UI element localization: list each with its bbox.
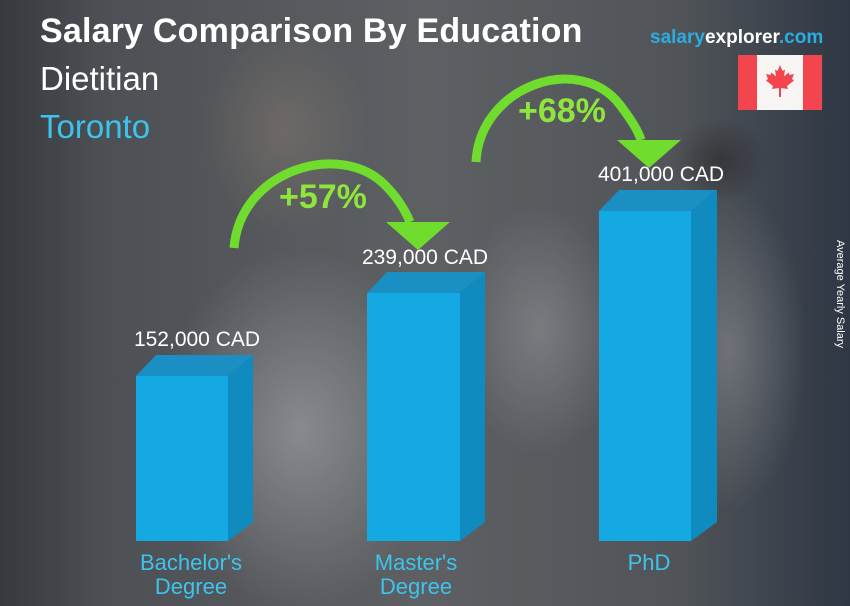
value-label-phd: 401,000 CAD xyxy=(597,163,725,186)
flag-left-band xyxy=(738,55,757,110)
chart-title: Salary Comparison By Education xyxy=(40,12,583,50)
category-label-phd: PhD xyxy=(569,551,729,575)
category-line-2: Degree xyxy=(154,574,228,599)
category-line-2: Degree xyxy=(379,574,453,599)
category-label-masters: Master's Degree xyxy=(336,551,496,599)
location-label: Toronto xyxy=(40,108,151,145)
canada-flag-icon xyxy=(738,55,822,110)
category-line-1: Bachelor's xyxy=(139,550,243,575)
maple-leaf-icon xyxy=(766,65,794,97)
bar-phd xyxy=(599,190,717,541)
y-axis-label: Average Yearly Salary xyxy=(834,240,846,349)
increase-arrow-2 xyxy=(471,74,681,168)
category-line-1: Master's xyxy=(374,550,458,575)
bar-bachelors xyxy=(136,355,253,541)
value-label-masters: 239,000 CAD xyxy=(361,246,489,269)
increase-label-1: +57% xyxy=(279,178,367,216)
brand-logo[interactable]: salaryexplorer.com xyxy=(650,27,823,49)
value-label-bachelors: 152,000 CAD xyxy=(133,328,261,351)
flag-center xyxy=(757,55,803,110)
brand-part-com: .com xyxy=(778,27,824,48)
bar-masters xyxy=(367,272,485,541)
increase-arrow-1 xyxy=(229,159,450,250)
category-line-1: PhD xyxy=(627,550,671,575)
category-label-bachelors: Bachelor's Degree xyxy=(111,551,271,599)
brand-part-explorer: explorer xyxy=(704,27,779,48)
job-title: Dietitian xyxy=(40,60,160,97)
increase-label-2: +68% xyxy=(518,92,606,130)
brand-part-salary: salary xyxy=(650,27,705,48)
flag-right-band xyxy=(803,55,822,110)
